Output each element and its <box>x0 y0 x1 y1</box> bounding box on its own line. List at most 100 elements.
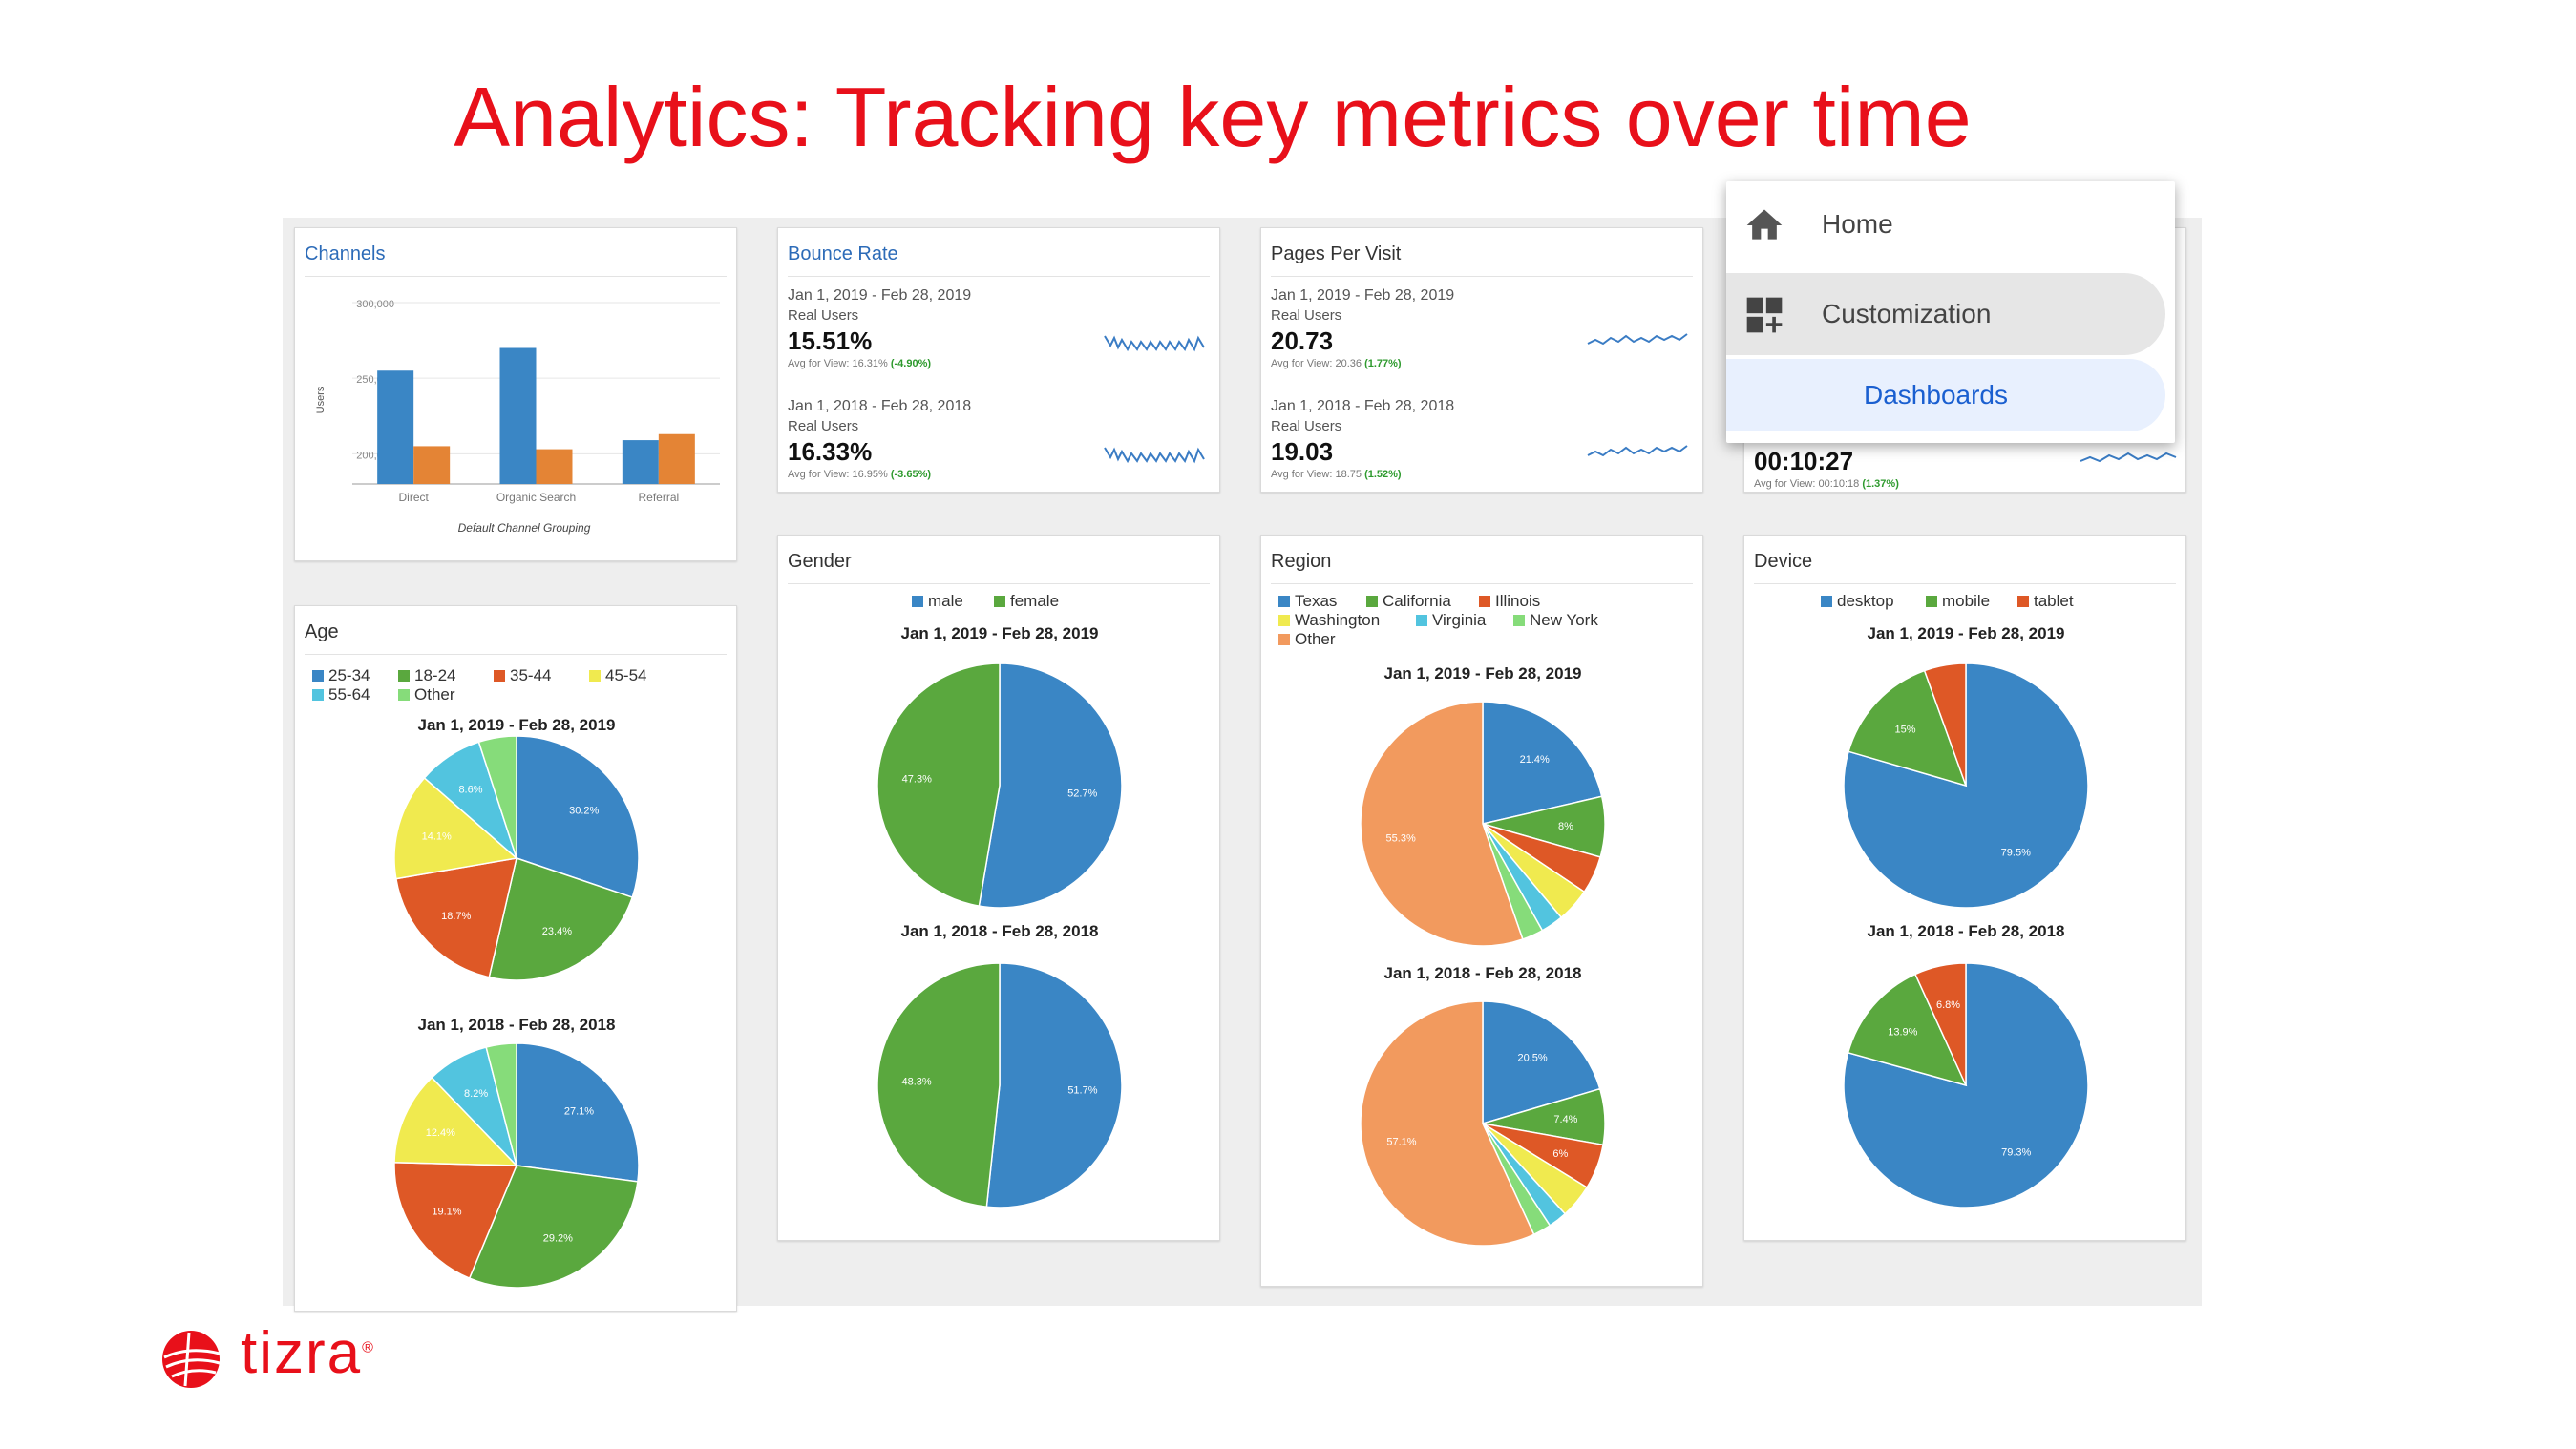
pie-slice <box>393 1076 518 1166</box>
navigation-menu: Home Customization Dashboards <box>1726 181 2175 443</box>
slice-label: 8% <box>1558 821 1573 832</box>
avg-text: Avg for View: 00:10:18 <box>1754 478 1860 490</box>
legend-label: 45-54 <box>605 666 646 684</box>
slice-label: 13.9% <box>1888 1026 1917 1038</box>
divider <box>1754 583 2176 584</box>
slice-label: 79.5% <box>2001 848 2031 859</box>
legend-swatch <box>1278 596 1290 607</box>
avg-text: Avg for View: 18.75 <box>1271 469 1362 480</box>
legend-label: California <box>1383 592 1451 610</box>
dashboard-add-icon <box>1746 297 1783 333</box>
divider <box>1271 583 1693 584</box>
pie-slice <box>985 962 1123 1208</box>
y-axis-label: Users <box>315 386 327 413</box>
pie-slice <box>1360 701 1524 947</box>
legend-swatch <box>1926 596 1937 607</box>
period-date-label: Jan 1, 2018 - Feb 28, 2018 <box>901 922 1099 940</box>
sparkline <box>1104 335 1205 352</box>
duration-period-2: 00:10:27 Avg for View: 00:10:18 (1.37%) <box>1754 446 1899 492</box>
gender-title[interactable]: Gender <box>788 551 852 572</box>
menu-item-dashboards[interactable]: Dashboards <box>1726 359 2165 431</box>
period-date-label: Jan 1, 2019 - Feb 28, 2019 <box>1868 624 2065 642</box>
slice-label: 12.4% <box>426 1127 455 1139</box>
slice-label: 20.5% <box>1517 1052 1547 1063</box>
gender-card: Gender male female Jan 1, 2019 - Feb 28, 2… <box>777 535 1220 1241</box>
pie-slice <box>1848 669 1968 788</box>
metric-value: 20.73 <box>1271 326 1334 355</box>
tizra-logo: tizra® <box>160 1320 447 1392</box>
slice-label: 21.4% <box>1520 754 1550 766</box>
legend-swatch <box>1278 615 1290 626</box>
period-date-label: Jan 1, 2019 - Feb 28, 2019 <box>901 624 1099 642</box>
logo-text: tizra® <box>241 1319 375 1387</box>
segment-label: Real Users <box>788 418 859 434</box>
legend-swatch <box>994 596 1005 607</box>
metric-value: 00:10:27 <box>1754 447 1854 475</box>
pages-period-1: Jan 1, 2019 - Feb 28, 2019 Real Users 20… <box>1271 285 1454 371</box>
legend-label: 18-24 <box>414 666 455 684</box>
period-date: Jan 1, 2019 - Feb 28, 2019 <box>1271 287 1455 304</box>
pie-slice <box>394 857 517 978</box>
bounce-period-1: Jan 1, 2019 - Feb 28, 2019 Real Users 15… <box>788 285 971 371</box>
region-pie-charts: Texas California Illinois Washington Virgini… <box>1278 592 1606 1247</box>
avg-for-view: Avg for View: 16.31% (-4.90%) <box>788 356 971 371</box>
pages-per-visit-title[interactable]: Pages Per Visit <box>1271 243 1402 264</box>
slice-label: 57.1% <box>1386 1137 1416 1148</box>
bar <box>622 440 659 484</box>
pie-slice <box>1923 662 1967 787</box>
device-title[interactable]: Device <box>1754 551 1813 572</box>
bar <box>413 446 451 484</box>
change-value: (-4.90%) <box>890 358 932 369</box>
age-card: Age 25-34 18-24 35-44 45-54 55-64 Other Jan 1,… <box>294 605 737 1312</box>
period-date-label: Jan 1, 2019 - Feb 28, 2019 <box>418 716 616 734</box>
menu-item-customization[interactable]: Customization <box>1726 273 2165 355</box>
avg-text: Avg for View: 20.36 <box>1271 358 1362 369</box>
pie-slice <box>393 776 518 880</box>
slice-label: 18.7% <box>441 911 471 922</box>
slice-label: 51.7% <box>1067 1085 1097 1097</box>
legend-swatch <box>1416 615 1427 626</box>
age-title[interactable]: Age <box>305 621 339 642</box>
avg-text: Avg for View: 16.31% <box>788 358 888 369</box>
pie-slice <box>488 857 634 981</box>
metric-value: 15.51% <box>788 326 873 355</box>
period-date-label: Jan 1, 2018 - Feb 28, 2018 <box>1384 964 1582 982</box>
x-tick-label: Direct <box>398 491 429 504</box>
bar <box>536 449 573 484</box>
x-tick-label: Referral <box>638 491 679 504</box>
pie-slice <box>516 735 640 899</box>
legend-label: Washington <box>1295 611 1380 629</box>
sparkline <box>2080 452 2177 463</box>
tizra-logo-mark-icon <box>162 1331 221 1388</box>
bounce-rate-title[interactable]: Bounce Rate <box>788 243 898 264</box>
slice-label: 79.3% <box>2001 1146 2031 1158</box>
slice-label: 8.6% <box>458 784 482 795</box>
divider <box>788 276 1210 277</box>
bounce-rate-card: Bounce Rate Jan 1, 2019 - Feb 28, 2019 R… <box>777 227 1220 493</box>
avg-for-view: Avg for View: 20.36 (1.77%) <box>1271 356 1454 371</box>
period-date: Jan 1, 2019 - Feb 28, 2019 <box>788 287 972 304</box>
sparkline <box>1104 447 1205 464</box>
menu-item-home[interactable]: Home <box>1726 183 2165 265</box>
y-tick-label: 300,000 <box>356 299 394 310</box>
legend-label: male <box>928 592 963 610</box>
legend-label: female <box>1010 592 1059 610</box>
legend-label: 55-64 <box>328 685 370 704</box>
menu-item-label: Home <box>1822 209 1893 239</box>
sparkline <box>1587 445 1688 457</box>
channels-card: Channels 300,000 250,000 200,000 Users Direc… <box>294 227 737 561</box>
legend-swatch <box>1513 615 1525 626</box>
divider <box>788 583 1210 584</box>
pie-slice <box>1843 662 2089 909</box>
slice-label: 15% <box>1895 724 1916 735</box>
pie-slice <box>516 1042 640 1183</box>
menu-item-label: Dashboards <box>1864 380 2008 410</box>
age-pie-charts: 25-34 18-24 35-44 45-54 55-64 Other Jan 1, 201… <box>312 666 646 1289</box>
pie-slice <box>1482 1000 1601 1125</box>
legend-swatch <box>494 670 505 682</box>
channels-title[interactable]: Channels <box>305 243 386 264</box>
logo-wordmark: tizra <box>241 1320 363 1386</box>
registered-mark: ® <box>362 1339 375 1356</box>
region-title[interactable]: Region <box>1271 551 1332 572</box>
legend-swatch <box>2017 596 2029 607</box>
